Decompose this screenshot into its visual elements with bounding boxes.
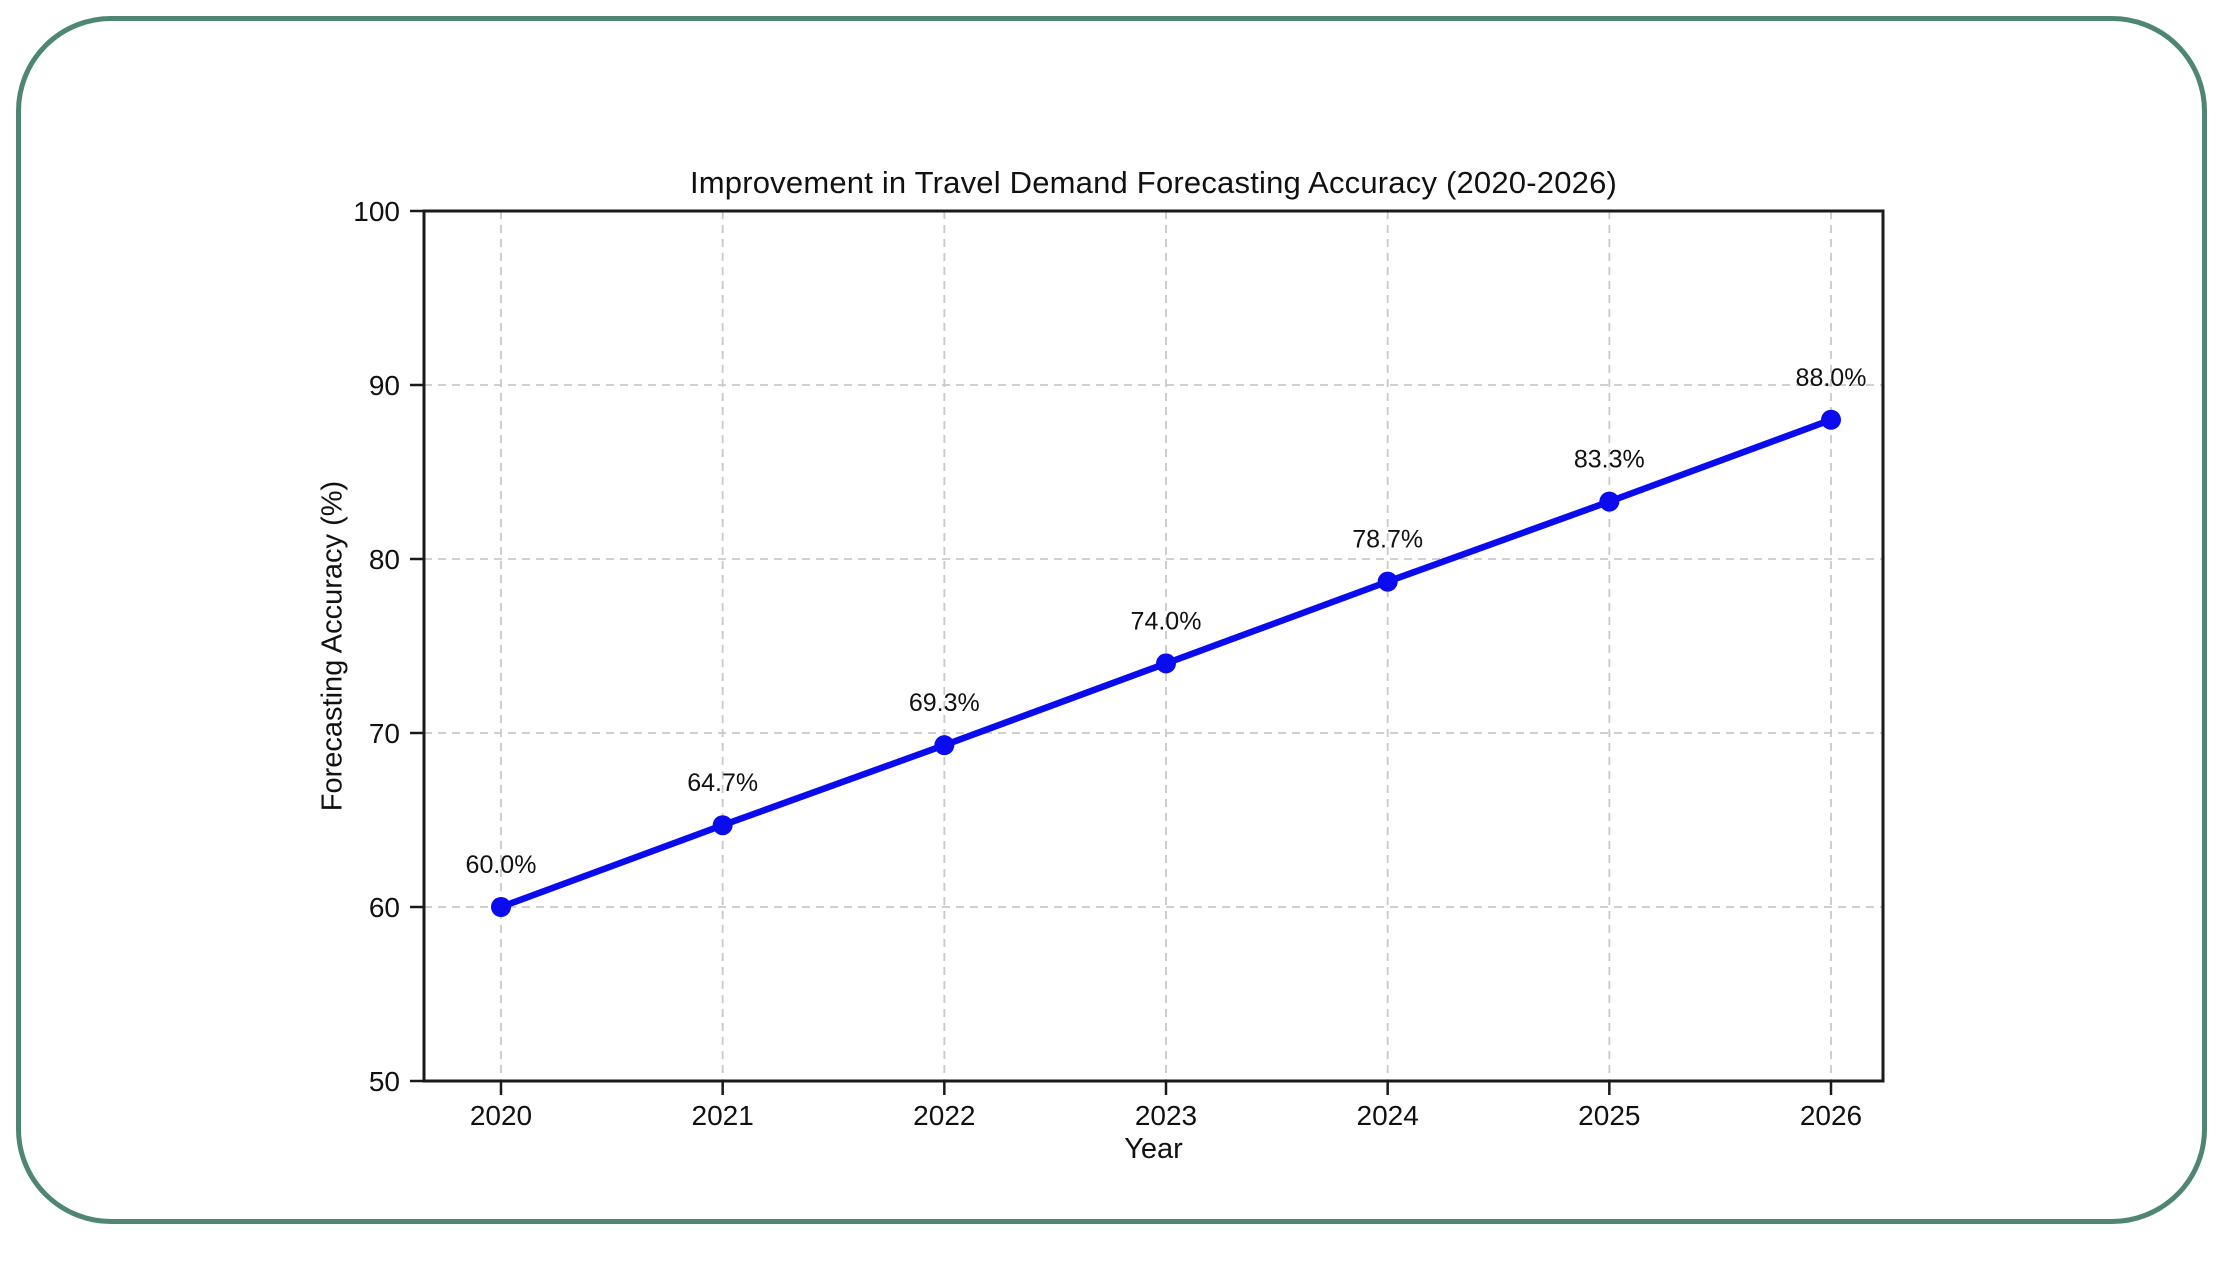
data-point	[934, 735, 954, 755]
y-tick-label: 70	[369, 718, 400, 749]
y-tick-label: 60	[369, 892, 400, 923]
plot-border	[424, 211, 1883, 1081]
x-tick-label: 2025	[1578, 1100, 1640, 1131]
x-tick-label: 2023	[1135, 1100, 1197, 1131]
data-point	[713, 815, 733, 835]
data-point-label: 83.3%	[1574, 446, 1645, 474]
data-point	[1156, 653, 1176, 673]
x-tick-label: 2021	[692, 1100, 754, 1131]
data-point-label: 69.3%	[909, 689, 980, 717]
y-tick-label: 80	[369, 544, 400, 575]
y-tick-label: 100	[353, 196, 400, 227]
data-point	[1378, 572, 1398, 592]
data-point-label: 60.0%	[466, 851, 537, 879]
x-tick-label: 2020	[470, 1100, 532, 1131]
y-tick-label: 50	[369, 1066, 400, 1097]
data-point-label: 64.7%	[687, 769, 758, 797]
chart-card: Improvement in Travel Demand Forecasting…	[16, 16, 2207, 1224]
data-point-label: 88.0%	[1796, 364, 1867, 392]
plot-area: 2020 2021 2022 2023 2024 2025 2026 50 60 70 80 90 10…	[21, 21, 2223, 1261]
data-point-label: 74.0%	[1131, 607, 1202, 635]
data-point	[1821, 410, 1841, 430]
x-tick-label: 2026	[1800, 1100, 1862, 1131]
x-tick-label: 2022	[913, 1100, 975, 1131]
y-tick-label: 90	[369, 370, 400, 401]
data-point-label: 78.7%	[1352, 526, 1423, 554]
data-point	[491, 897, 511, 917]
x-tick-label: 2024	[1357, 1100, 1419, 1131]
data-point	[1599, 492, 1619, 512]
